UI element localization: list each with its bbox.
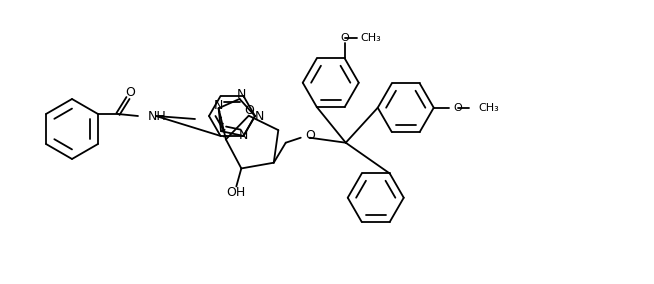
- Text: N: N: [239, 130, 248, 142]
- Text: O: O: [244, 104, 254, 117]
- Text: O: O: [454, 103, 462, 113]
- Text: N: N: [214, 99, 223, 112]
- Text: O: O: [125, 85, 135, 99]
- Text: CH₃: CH₃: [361, 34, 381, 43]
- Text: CH₃: CH₃: [479, 103, 500, 113]
- Text: O: O: [340, 34, 349, 43]
- Text: N: N: [237, 87, 246, 101]
- Text: OH: OH: [227, 186, 246, 199]
- Text: N: N: [254, 110, 264, 122]
- Text: O: O: [305, 129, 316, 142]
- Text: NH: NH: [148, 110, 167, 122]
